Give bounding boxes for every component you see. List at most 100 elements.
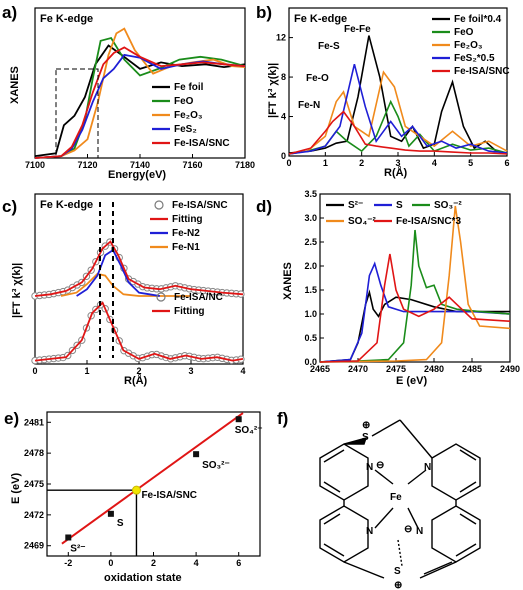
a-series-line: [34, 36, 246, 159]
c-legend-upper-3-label: Fe-N1: [172, 242, 200, 253]
bond-n-fe: [407, 507, 419, 529]
b-legend-1-label: FeO: [454, 27, 474, 38]
ring-left-upper: [319, 443, 369, 501]
bond-n-fe: [374, 507, 394, 529]
a-xtick-label: 7120: [77, 160, 97, 170]
d-xtick-label: 2465: [310, 364, 330, 374]
b-ytick-label: 8: [281, 72, 286, 82]
d-xtick-label: 2470: [348, 364, 368, 374]
panel-label-a: a): [2, 3, 17, 22]
ring-right-upper: [431, 443, 481, 501]
charge-plus-lower: ⊕: [394, 580, 402, 590]
b-ytick-label: 4: [281, 112, 286, 122]
panel-c-ylabel: |FT k³ χ(k)|: [11, 263, 23, 318]
c-xtick-label: 2: [136, 366, 141, 376]
a-xtick-label: 7100: [25, 160, 45, 170]
panel-e-frame: [46, 411, 261, 557]
atom-n-upper-left: N: [366, 462, 373, 473]
c-fe-n2-line: [76, 248, 160, 297]
a-legend-1-label: FeO: [174, 96, 194, 107]
bond: [423, 561, 453, 575]
atom-s-lower: S: [394, 566, 401, 577]
c-legend-upper-1-label: Fitting: [172, 214, 203, 225]
c-xtick-label: 1: [84, 366, 89, 376]
e-point-label: S: [117, 518, 124, 529]
bond-n-fe: [374, 469, 394, 485]
d-legend-3-label: SO₄⁻²: [348, 216, 376, 227]
panel-d-plot: 2465 2470 2475 2480 2485 2490 0.0 0.5 1.0 1.5 2.0 2…: [304, 189, 520, 374]
b-xtick-label: 5: [468, 158, 473, 168]
panel-f-structure: [319, 419, 481, 579]
bond-double: [455, 543, 477, 557]
ring-right-lower: [431, 505, 481, 563]
d-ytick-label: 3.5: [304, 189, 317, 199]
panel-d-xlabel: E (eV): [396, 375, 428, 387]
d-ytick-label: 0.5: [304, 333, 317, 343]
e-point-label: S²⁻: [70, 543, 85, 554]
e-point-marker: [193, 451, 200, 458]
e-ytick-label: 2475: [24, 479, 44, 489]
b-xtick-label: 0: [286, 158, 291, 168]
panel-label-f: f): [277, 409, 288, 428]
b-xtick-label: 4: [432, 158, 437, 168]
e-ytick-label: 2472: [24, 510, 44, 520]
d-xtick-label: 2490: [500, 364, 520, 374]
panel-b-ylabel: |FT k³ χ(k)|: [267, 63, 279, 118]
e-fe-isa-marker: [131, 485, 141, 495]
bond: [399, 419, 433, 459]
panel-a-title: Fe K-edge: [40, 13, 93, 25]
bond-n-fe: [407, 469, 427, 485]
b-xtick-label: 6: [504, 158, 509, 168]
d-ytick-label: 1.5: [304, 285, 317, 295]
panel-c-title: Fe K-edge: [40, 199, 93, 211]
c-lower-fit-line: [34, 301, 244, 362]
bond-double: [323, 481, 341, 493]
d-legend-1-label: S: [396, 200, 403, 211]
c-legend-lower-1-label: Fitting: [174, 306, 205, 317]
c-legend-lower-0-marker: [156, 292, 166, 302]
charge-minus-lower: ⊖: [404, 524, 412, 535]
d-ytick-label: 2.0: [304, 261, 317, 271]
c-upper-fit-line: [34, 240, 244, 297]
wedge-bond: [343, 436, 368, 445]
c-legend-upper-0-label: Fe-ISA/SNC: [172, 200, 228, 211]
charge-minus-upper: ⊖: [376, 460, 384, 471]
bond-double: [323, 513, 341, 525]
e-fit-line: [61, 412, 244, 545]
a-xtick-label: 7160: [182, 160, 202, 170]
e-ytick-label: 2478: [24, 448, 44, 458]
e-xtick-label: 0: [108, 558, 113, 568]
b-legend-3-label: FeS₂*0.5: [454, 53, 495, 64]
b-xtick-label: 2: [359, 158, 364, 168]
charge-plus-upper: ⊕: [362, 420, 370, 431]
c-legend-lower-0-label: Fe-ISA/NC: [174, 292, 223, 303]
atom-n-upper-right: N: [424, 462, 431, 473]
panel-label-e: e): [4, 409, 19, 428]
panel-c-xlabel: R(Å): [124, 374, 148, 387]
panel-d-ylabel: XANES: [282, 262, 294, 300]
d-series-line: [319, 229, 511, 363]
c-legend-upper-0-marker: [154, 200, 164, 210]
bond: [371, 419, 401, 437]
panel-b-title: Fe K-edge: [294, 13, 347, 25]
e-xtick-label: 6: [236, 558, 241, 568]
b-legend-4-label: Fe-ISA/SNC: [454, 66, 510, 77]
annot-fe-fe: Fe-Fe: [344, 24, 371, 35]
panel-a-plot: 7100 7120 7140 7160 7180 Fe foil FeO Fe₂O₃ FeS₂ F…: [25, 27, 255, 170]
b-xtick-label: 3: [395, 158, 400, 168]
panel-e-plot: -2 0 2 4 6 2469 2472 2475 2478 2481 S²⁻ S SO₃²⁻ SO₄²⁻…: [24, 412, 263, 568]
e-ytick-label: 2469: [24, 541, 44, 551]
panel-a-frame: [34, 7, 246, 159]
a-series-line: [34, 27, 246, 159]
annot-fe-s: Fe-S: [318, 41, 340, 52]
b-series-line: [288, 110, 508, 155]
d-legend-0-label: S²⁻: [348, 200, 363, 211]
e-point-marker: [107, 510, 114, 517]
e-point-label: SO₄²⁻: [235, 425, 263, 436]
atom-fe: Fe: [390, 492, 402, 503]
a-legend-4-label: Fe-ISA/SNC: [174, 138, 230, 149]
hashed-bond: [397, 539, 403, 567]
d-legend-4-label: Fe-ISA/SNC*3: [396, 216, 461, 227]
e-fe-isa-label: Fe-ISA/SNC: [141, 490, 197, 501]
panel-c-plot: 0 1 2 3 4 Fe-ISA/SNC Fitting Fe-N2 Fe-N1 Fe-ISA/N…: [31, 200, 246, 376]
